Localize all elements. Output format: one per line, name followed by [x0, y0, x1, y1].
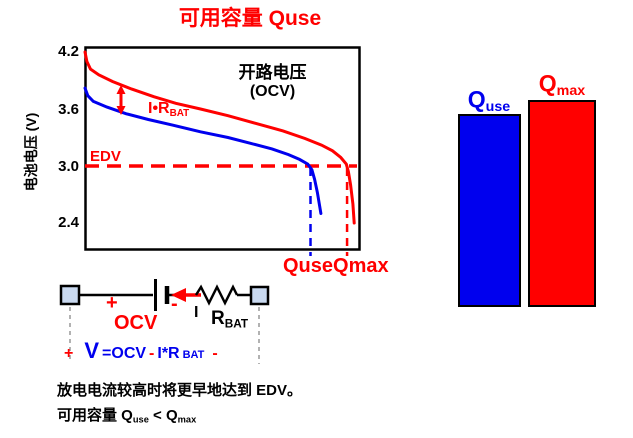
- quse-bar: [458, 114, 521, 307]
- equation-plus: +: [64, 345, 74, 362]
- terminal-left: [59, 284, 81, 306]
- qmax-bar-label-base: Q: [538, 70, 557, 96]
- equation-eq-ocv: =OCV: [102, 345, 147, 362]
- circuit-schematic: [59, 279, 270, 364]
- terminal-right: [249, 285, 270, 306]
- ocv-curve: [83, 50, 356, 225]
- footer-line1: 放电电流较高时将更早地达到 EDV。: [57, 382, 303, 399]
- page-title: 可用容量 Quse: [178, 7, 322, 30]
- equation-v: V: [84, 338, 100, 363]
- qmax-bar: [528, 100, 596, 307]
- ytick-4-2: 4.2: [58, 43, 79, 60]
- current-arrow-icon: [171, 288, 201, 302]
- rbat-label-sub: BAT: [224, 317, 249, 331]
- qmax-text: Qmax: [333, 255, 389, 277]
- footer-qmax-sub: max: [177, 414, 197, 425]
- ytick-2-4: 2.4: [58, 214, 79, 231]
- footer-quse-base: Q: [121, 407, 133, 424]
- ir-drop-label: I•RBAT: [148, 100, 189, 119]
- footer-quse-sub: use: [132, 414, 149, 425]
- rbat-label-base: R: [211, 308, 225, 329]
- ir-drop-base: I•R: [148, 100, 170, 117]
- quse-text: Quse: [283, 255, 334, 277]
- ocv-annotation-line2: (OCV): [249, 82, 296, 100]
- qmax-bar-label-sub: max: [556, 82, 586, 99]
- footer-line2-prefix: 可用容量: [57, 407, 122, 424]
- quse-qmax-label: QuseQmax: [283, 255, 389, 278]
- equation-ir: I*R: [157, 345, 180, 362]
- current-label: I: [194, 304, 199, 321]
- loaded-voltage-curve: [83, 86, 323, 215]
- qmax-bar-label: Qmax: [527, 70, 597, 99]
- quse-bar-label-sub: use: [485, 98, 511, 115]
- ocv-source-label: OCV: [114, 312, 158, 334]
- footer-line2: 可用容量 Quse < Qmax: [57, 404, 196, 425]
- battery-minus-sign: -: [171, 293, 178, 315]
- equation-minus1: -: [149, 345, 155, 362]
- resistor-icon: [194, 284, 239, 306]
- chart-frame: [84, 46, 361, 251]
- edv-label: EDV: [90, 148, 121, 165]
- battery-plus-sign: +: [106, 292, 118, 314]
- ir-drop-arrow: [116, 85, 126, 115]
- equation-minus2: -: [212, 345, 218, 362]
- footer-qmax-base: Q: [165, 407, 178, 424]
- y-axis-label: 电池电压 (V): [23, 112, 39, 192]
- ytick-3-0: 3.0: [58, 158, 79, 175]
- rbat-label: RBAT: [211, 308, 248, 330]
- equation-ir-sub: BAT: [182, 349, 205, 361]
- voltage-equation: + V =OCV - I*R BAT -: [64, 338, 218, 364]
- ir-drop-sub: BAT: [169, 107, 190, 119]
- quse-bar-label: Quse: [456, 86, 522, 115]
- footer-less-than: <: [148, 407, 166, 424]
- ocv-annotation: 开路电压 (OCV): [210, 63, 335, 101]
- quse-bar-label-base: Q: [467, 86, 486, 112]
- ytick-3-6: 3.6: [58, 101, 79, 118]
- ocv-annotation-line1: 开路电压: [238, 63, 307, 82]
